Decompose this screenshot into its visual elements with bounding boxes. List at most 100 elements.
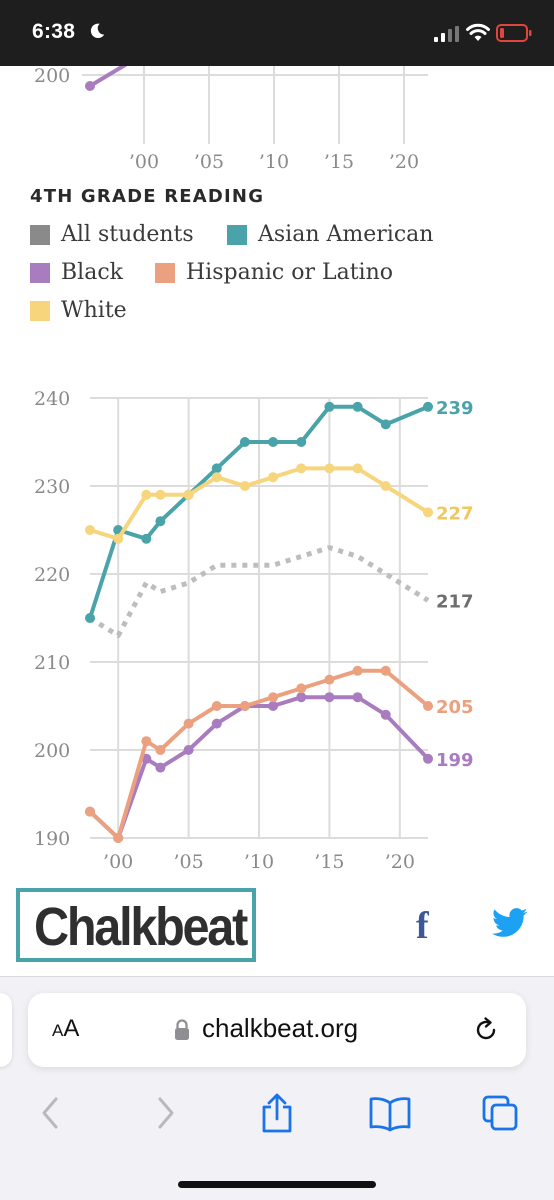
data-point-hispanic-or-latino [423,701,433,711]
data-point-hispanic-or-latino [239,701,250,711]
data-point-hispanic-or-latino [268,692,279,703]
back-icon[interactable] [38,1093,62,1133]
data-point-asian-american [324,401,335,412]
data-point-white [239,481,250,491]
data-point-hispanic-or-latino [211,701,222,711]
share-icon[interactable] [258,1093,296,1135]
legend-label: All students [61,222,194,247]
previous-chart-x-tick: ’00 [129,151,159,173]
browser-toolbar: AA chalkbeat.org [0,976,554,1200]
home-indicator [178,1181,376,1188]
data-point-black [423,753,433,764]
moon-icon [90,23,105,39]
x-tick-label: ’20 [385,851,415,873]
previous-chart-y-tick: 200 [34,66,70,87]
data-point-white [296,463,307,474]
data-point-black [211,718,222,729]
legend-label: Asian American [258,222,434,247]
previous-tab-peek[interactable] [0,993,12,1067]
y-tick-label: 210 [34,652,70,674]
end-label-all-students: 217 [436,591,474,612]
data-point-asian-american [296,437,307,447]
legend-swatch [30,224,50,245]
tabs-icon[interactable] [480,1093,522,1135]
data-point-white [423,507,433,518]
reader-text-size-button[interactable]: AA [52,1015,80,1042]
previous-chart: 200 ’00 ’05 ’10 ’15 ’20 [34,66,428,173]
previous-chart-x-tick: ’10 [259,151,289,173]
data-point-hispanic-or-latino [183,718,194,729]
battery-icon [496,24,532,42]
x-tick-label: ’00 [103,851,133,873]
x-tick-label: ’10 [244,851,274,873]
y-tick-label: 220 [34,564,70,586]
data-point-white [268,472,279,483]
end-label-asian-american: 239 [436,398,474,419]
data-point-black [324,692,335,703]
data-point-hispanic-or-latino [296,683,307,694]
legend-label: Black [61,260,123,285]
previous-chart-x-tick: ’05 [194,151,224,173]
status-bar: 6:38 [0,0,554,66]
previous-chart-x-tick: ’20 [389,151,419,173]
data-point-black [155,762,166,773]
reload-icon[interactable] [472,1016,500,1044]
address-bar[interactable]: AA chalkbeat.org [28,993,526,1067]
article-content: 200 ’00 ’05 ’10 ’15 ’20 190 200 210 220 230 2… [0,66,554,976]
previous-chart-x-tick: ’15 [324,151,354,173]
data-point-hispanic-or-latino [324,674,335,685]
data-point-white [155,489,166,500]
legend-swatch [30,262,50,283]
data-point-white [113,533,124,544]
data-point-asian-american [155,516,166,527]
y-tick-label: 230 [34,476,70,498]
end-label-hispanic-or-latino: 205 [436,697,474,718]
data-point-white [183,489,194,500]
lock-icon [175,1019,189,1040]
data-point-white [211,472,222,483]
logo-text: Chalkbeat [34,897,248,957]
data-point-black [352,692,363,703]
chalkbeat-logo[interactable]: Chalkbeat [16,888,256,962]
legend-item-asian-american: Asian American [227,222,433,247]
data-point-hispanic-or-latino [380,665,391,676]
data-point-white [380,481,391,491]
data-point-hispanic-or-latino [141,736,152,747]
chart-canvas: 200 ’00 ’05 ’10 ’15 ’20 190 200 210 220 230 2… [34,66,474,873]
legend-item-all-students: All students [30,222,194,247]
data-point-hispanic-or-latino [155,745,166,755]
data-point-asian-american [239,437,250,447]
reading-chart: 190 200 210 220 230 240 ’00 ’05 ’10 ’15 ’20 217 239 1… [34,388,474,873]
data-point-asian-american [211,463,222,474]
y-tick-label: 240 [34,388,70,410]
legend-label: Hispanic or Latino [186,260,394,285]
url-text[interactable]: chalkbeat.org [202,1013,359,1043]
legend-item-white: White [30,298,127,323]
facebook-icon[interactable]: f [416,905,429,947]
data-point-hispanic-or-latino [352,665,363,676]
wifi-icon [466,23,490,41]
legend-label: White [61,298,127,323]
end-label-black: 199 [436,750,474,771]
end-label-white: 227 [436,503,474,524]
site-footer: Chalkbeat f [0,884,554,976]
data-point-asian-american [85,613,95,623]
data-point-white [352,463,363,474]
data-point-black [183,745,194,755]
data-point-black [296,692,307,703]
x-tick-label: ’05 [173,851,203,873]
data-point-black [380,709,391,720]
data-point-black [268,701,279,711]
twitter-icon[interactable] [492,908,528,938]
cellular-signal-icon [434,26,459,42]
data-point-asian-american [380,419,391,430]
y-tick-label: 200 [34,740,70,762]
legend-swatch [227,224,247,245]
data-point-asian-american [268,437,279,447]
data-point-white [141,489,152,500]
forward-icon[interactable] [154,1093,178,1133]
series-line-all-students [88,545,430,639]
y-tick-label: 190 [34,828,70,850]
bookmarks-icon[interactable] [368,1093,412,1133]
legend-swatch [155,262,175,283]
